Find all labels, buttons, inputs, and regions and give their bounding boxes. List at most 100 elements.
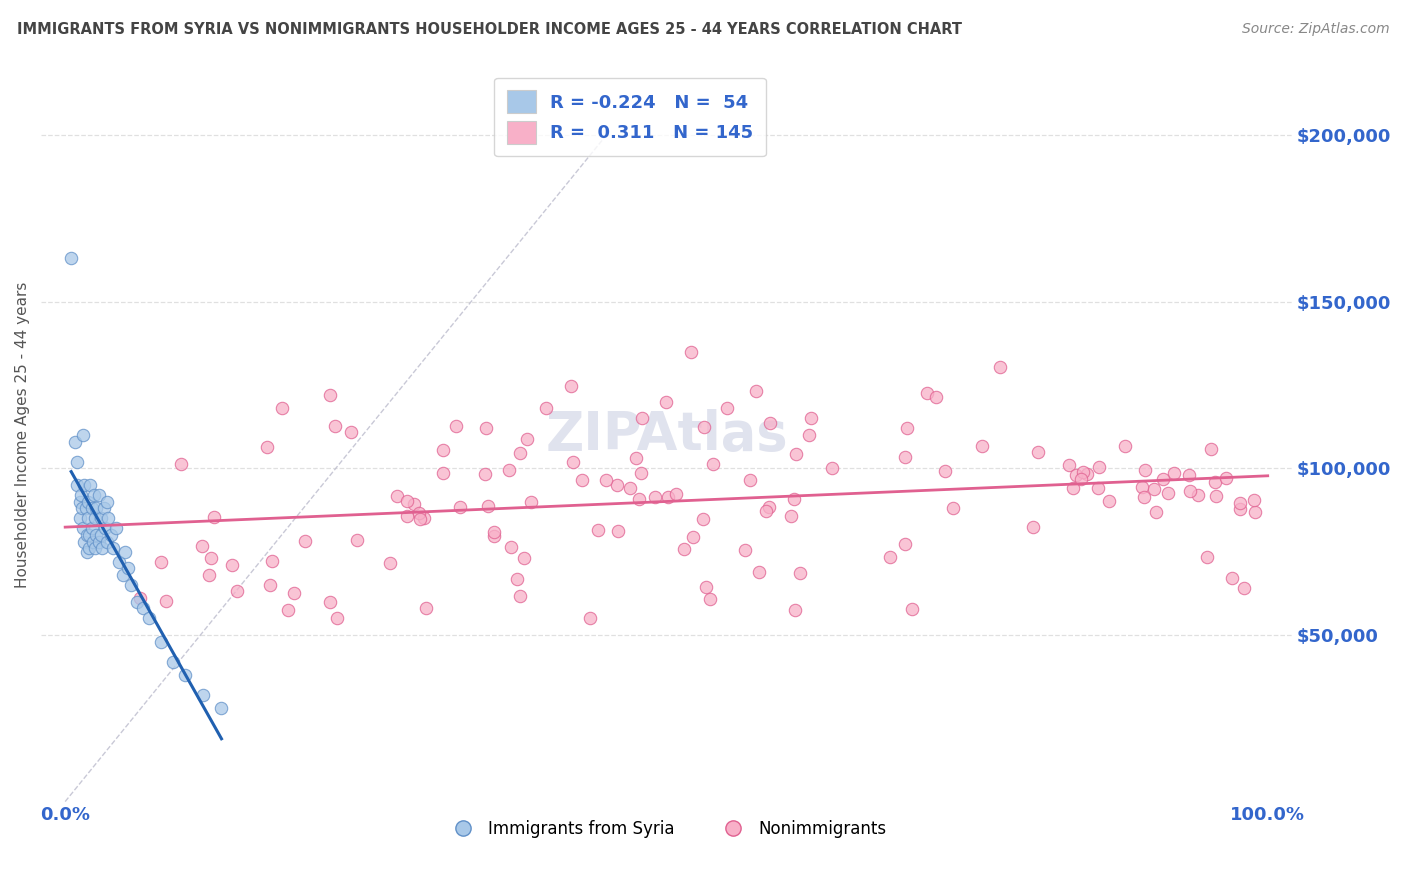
Point: [1152, 472, 1174, 486]
Point: [1195, 549, 1218, 564]
Point: [745, 384, 768, 399]
Point: [1064, 467, 1087, 482]
Point: [75, 501, 97, 516]
Point: [734, 542, 756, 557]
Point: [1098, 494, 1121, 508]
Point: [404, 497, 426, 511]
Point: [72, 521, 94, 535]
Point: [627, 491, 650, 506]
Point: [96, 494, 118, 508]
Point: [117, 561, 139, 575]
Point: [780, 509, 803, 524]
Point: [821, 460, 844, 475]
Point: [69, 511, 91, 525]
Point: [655, 394, 678, 409]
Point: [474, 467, 496, 481]
Point: [103, 541, 125, 556]
Point: [86, 501, 108, 516]
Point: [1205, 489, 1227, 503]
Point: [1087, 481, 1109, 495]
Point: [221, 558, 243, 572]
Point: [198, 568, 221, 582]
Point: [319, 594, 342, 608]
Point: [657, 490, 679, 504]
Point: [716, 401, 738, 416]
Point: [738, 473, 761, 487]
Point: [631, 411, 654, 425]
Point: [988, 360, 1011, 375]
Point: [76, 528, 98, 542]
Text: IMMIGRANTS FROM SYRIA VS NONIMMIGRANTS HOUSEHOLDER INCOME AGES 25 - 44 YEARS COR: IMMIGRANTS FROM SYRIA VS NONIMMIGRANTS H…: [17, 22, 962, 37]
Point: [202, 510, 225, 524]
Point: [396, 509, 419, 524]
Point: [681, 344, 703, 359]
Point: [325, 611, 347, 625]
Point: [86, 528, 108, 542]
Point: [509, 446, 531, 460]
Point: [63, 434, 86, 449]
Point: [644, 490, 666, 504]
Point: [114, 544, 136, 558]
Point: [748, 565, 770, 579]
Point: [432, 442, 454, 457]
Point: [346, 533, 368, 547]
Point: [934, 464, 956, 478]
Point: [1022, 519, 1045, 533]
Point: [226, 584, 249, 599]
Point: [60, 252, 83, 266]
Point: [77, 541, 100, 556]
Text: ZIPAtlas: ZIPAtlas: [546, 409, 787, 461]
Point: [665, 487, 688, 501]
Point: [108, 555, 131, 569]
Point: [1088, 459, 1111, 474]
Point: [759, 417, 782, 431]
Point: [104, 521, 127, 535]
Point: [415, 601, 437, 615]
Point: [380, 556, 402, 570]
Point: [1204, 475, 1226, 489]
Point: [211, 701, 233, 715]
Point: [100, 528, 122, 542]
Point: [672, 542, 695, 557]
Point: [87, 534, 110, 549]
Point: [94, 521, 117, 535]
Point: [93, 501, 115, 516]
Point: [699, 591, 721, 606]
Point: [174, 668, 197, 682]
Point: [682, 530, 704, 544]
Point: [70, 501, 93, 516]
Point: [200, 551, 222, 566]
Point: [132, 601, 155, 615]
Point: [482, 524, 505, 539]
Point: [87, 488, 110, 502]
Point: [1180, 484, 1202, 499]
Point: [894, 450, 917, 464]
Point: [586, 524, 609, 538]
Point: [901, 601, 924, 615]
Point: [91, 541, 114, 556]
Point: [120, 578, 142, 592]
Point: [66, 478, 89, 492]
Point: [1220, 571, 1243, 585]
Point: [1062, 481, 1084, 495]
Point: [155, 594, 177, 608]
Point: [73, 478, 96, 492]
Point: [513, 550, 536, 565]
Point: [477, 499, 499, 513]
Point: [785, 447, 807, 461]
Point: [111, 568, 134, 582]
Point: [90, 511, 112, 525]
Point: [150, 555, 173, 569]
Point: [413, 510, 436, 524]
Point: [1157, 485, 1180, 500]
Point: [695, 580, 717, 594]
Point: [82, 534, 104, 549]
Point: [66, 455, 89, 469]
Point: [294, 534, 316, 549]
Point: [80, 501, 103, 516]
Point: [129, 591, 152, 606]
Point: [1178, 468, 1201, 483]
Point: [520, 495, 543, 509]
Point: [1187, 488, 1209, 502]
Point: [283, 586, 305, 600]
